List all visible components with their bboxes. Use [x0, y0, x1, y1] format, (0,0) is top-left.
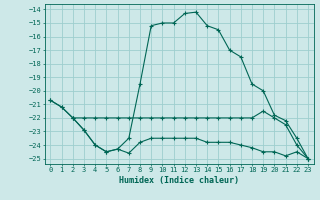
X-axis label: Humidex (Indice chaleur): Humidex (Indice chaleur): [119, 176, 239, 185]
